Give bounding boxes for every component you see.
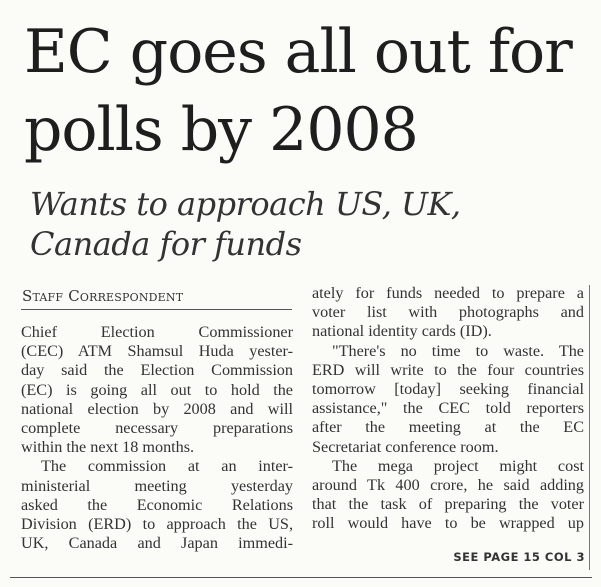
left-column: Chief Election Commissioner (CEC) ATM Sha…: [21, 323, 293, 553]
text-line: day said the Election Commission: [21, 361, 293, 380]
headline-line-1: EC goes all out for: [24, 17, 573, 87]
text-line: ERD will write to the four countries: [312, 360, 584, 379]
text-line: Division (ERD) to approach the US,: [21, 514, 293, 533]
text-line: The commission at an inter-: [41, 457, 293, 476]
text-line: national identity cards (ID).: [312, 322, 492, 341]
text-line: (EC) is going all out to hold the: [21, 380, 293, 399]
text-line: (CEC) ATM Shamsul Huda yester-: [21, 342, 293, 361]
text-line: national election by 2008 and will: [21, 399, 293, 418]
text-line: Chief Election Commissioner: [21, 323, 293, 341]
text-line: ately for funds needed to prepare a: [312, 284, 584, 302]
headline-line-2: polls by 2008: [24, 95, 419, 165]
text-line: within the next 18 months.: [21, 438, 195, 457]
text-line: after the meeting at the EC: [312, 418, 584, 437]
text-line: Secretariat conference room.: [312, 437, 499, 456]
right-column: ately for funds needed to prepare a voter…: [312, 284, 584, 533]
text-line: roll would have to be wrapped up: [312, 514, 584, 533]
text-line: complete necessary preparations: [21, 418, 293, 437]
text-line: The mega project might cost: [332, 456, 584, 475]
bottom-divider: [10, 577, 592, 578]
column-border: [589, 285, 590, 570]
subheadline-line-1: Wants to approach US, UK,: [30, 185, 461, 223]
text-line: ministerial meeting yesterday: [21, 476, 293, 495]
continuation-note: SEE PAGE 15 COL 3: [453, 550, 585, 564]
text-line: voter list with photographs and: [312, 303, 584, 322]
byline: Staff Correspondent: [22, 287, 184, 305]
byline-divider: [21, 309, 292, 310]
text-line: tomorrow [today] seeking financial: [312, 379, 584, 398]
subheadline-line-2: Canada for funds: [30, 225, 302, 263]
text-line: "There's no time to waste. The: [332, 341, 584, 360]
text-line: around Tk 400 crore, he said adding: [312, 475, 584, 494]
text-line: that the task of preparing the voter: [312, 495, 584, 514]
text-line: asked the Economic Relations: [21, 495, 293, 514]
text-line: UK, Canada and Japan immedi-: [21, 534, 293, 553]
text-line: assistance," the CEC told reporters: [312, 399, 584, 418]
